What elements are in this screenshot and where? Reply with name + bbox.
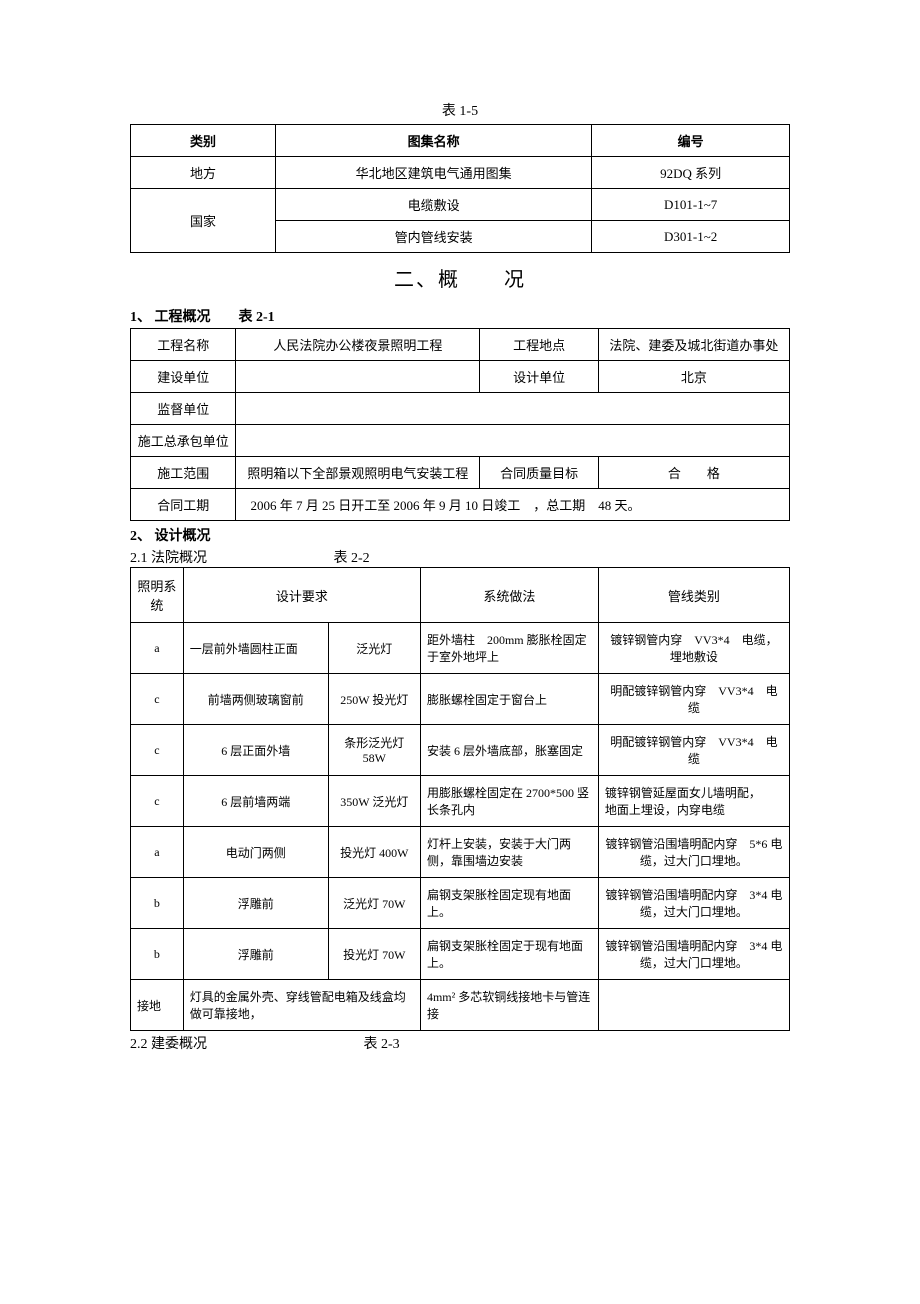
table-row: 接地 灯具的金属外壳、穿线管配电箱及线盒均做可靠接地， 4mm² 多芯软铜线接地… [131,980,790,1031]
t15-r2c3: D101-1~7 [592,189,790,221]
table-row: a 一层前外墙圆柱正面 泛光灯 距外墙柱 200mm 膨胀栓固定于室外地坪上 镀… [131,623,790,674]
t15-r3c3: D301-1~2 [592,221,790,253]
table-row: b 浮雕前 投光灯 70W 扁钢支架胀栓固定于现有地面上。 镀锌钢管沿围墙明配内… [131,929,790,980]
t21-r5c: 合同质量目标 [480,457,599,489]
t22-h2: 设计要求 [183,568,420,623]
table-2-2: 照明系统 设计要求 系统做法 管线类别 a 一层前外墙圆柱正面 泛光灯 距外墙柱… [130,567,790,1031]
table-2-3-label: 表 2-3 [364,1037,400,1052]
table-row: a 电动门两侧 投光灯 400W 灯杆上安装，安装于大门两侧，靠围墙边安装 镀锌… [131,827,790,878]
heading-2-2-2: 2.2 建委概况 [130,1033,360,1053]
t15-r1c2: 华北地区建筑电气通用图集 [275,157,591,189]
t21-r1a: 工程名称 [131,329,236,361]
t22-h4: 管线类别 [598,568,789,623]
t15-h1: 类别 [131,125,276,157]
table-1-5-caption: 表 1-5 [130,100,790,120]
t21-r2d: 北京 [598,361,789,393]
t21-r2b [236,361,480,393]
heading-2-2: 2、 设计概况 [130,525,790,545]
t15-r2c1: 国家 [131,189,276,253]
section-2-title: 二、概 况 [130,263,790,292]
t22-h1: 照明系统 [131,568,184,623]
t22-h3: 系统做法 [420,568,598,623]
t21-r6b: 2006 年 7 月 25 日开工至 2006 年 9 月 10 日竣工 ，总工… [236,489,790,521]
heading-2-2-1-row: 2.1 法院概况 表 2-2 [130,547,790,567]
t15-h2: 图集名称 [275,125,591,157]
t21-r4b [236,425,790,457]
t21-r5a: 施工范围 [131,457,236,489]
t21-r2c: 设计单位 [480,361,599,393]
t15-r1c3: 92DQ 系列 [592,157,790,189]
t21-r3a: 监督单位 [131,393,236,425]
table-2-1: 工程名称 人民法院办公楼夜景照明工程 工程地点 法院、建委及城北街道办事处 建设… [130,328,790,521]
table-row: b 浮雕前 泛光灯 70W 扁钢支架胀栓固定现有地面上。 镀锌钢管沿围墙明配内穿… [131,878,790,929]
t15-r2c2: 电缆敷设 [275,189,591,221]
t21-r2a: 建设单位 [131,361,236,393]
heading-2-2-2-row: 2.2 建委概况 表 2-3 [130,1033,790,1053]
t21-r3b [236,393,790,425]
t21-r5b: 照明箱以下全部景观照明电气安装工程 [236,457,480,489]
t21-r1c: 工程地点 [480,329,599,361]
heading-2-1: 1、 工程概况 表 2-1 [130,306,790,326]
heading-2-2-1: 2.1 法院概况 [130,547,330,567]
table-1-5: 类别 图集名称 编号 地方 华北地区建筑电气通用图集 92DQ 系列 国家 电缆… [130,124,790,253]
t21-r4a: 施工总承包单位 [131,425,236,457]
table-row: c 6 层前墙两端 350W 泛光灯 用膨胀螺栓固定在 2700*500 竖长条… [131,776,790,827]
t21-r1d: 法院、建委及城北街道办事处 [598,329,789,361]
t15-h3: 编号 [592,125,790,157]
t21-r6a: 合同工期 [131,489,236,521]
table-row: c 6 层正面外墙 条形泛光灯58W 安装 6 层外墙底部，胀塞固定 明配镀锌钢… [131,725,790,776]
table-2-2-label: 表 2-2 [334,551,370,566]
t15-r1c1: 地方 [131,157,276,189]
t15-r3c2: 管内管线安装 [275,221,591,253]
t21-r1b: 人民法院办公楼夜景照明工程 [236,329,480,361]
t21-r5d: 合 格 [598,457,789,489]
table-row: c 前墙两侧玻璃窗前 250W 投光灯 膨胀螺栓固定于窗台上 明配镀锌钢管内穿 … [131,674,790,725]
